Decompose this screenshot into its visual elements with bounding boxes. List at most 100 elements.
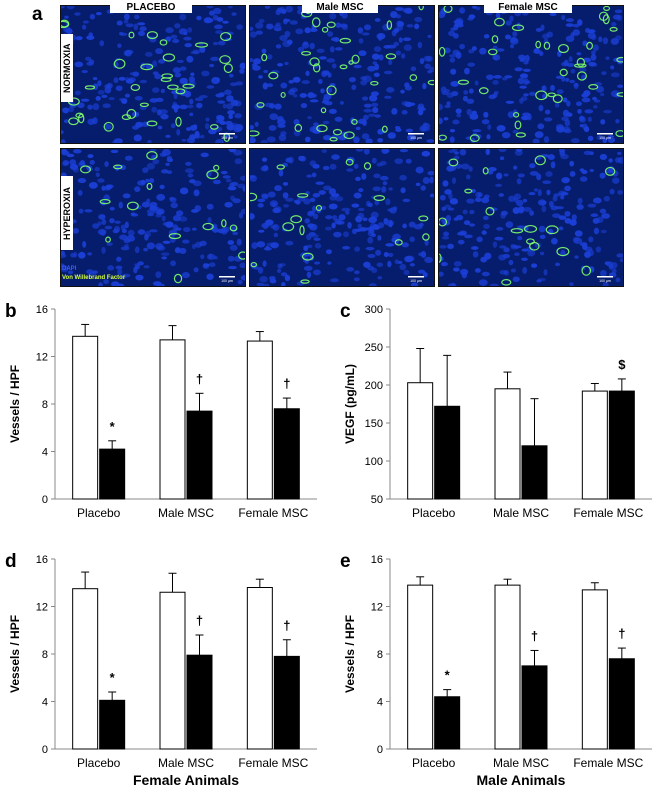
x-category-label: Female MSC — [573, 756, 643, 770]
y-axis-label: Vessels / HPF — [343, 615, 357, 693]
micrograph-hyperoxia-male-msc: 100 µm — [249, 148, 435, 287]
scale-bar-label: 100 µm — [410, 279, 422, 283]
significance-marker: * — [110, 670, 116, 685]
significance-marker: † — [618, 626, 625, 641]
y-tick-label: 100 — [365, 456, 383, 468]
bar-d-0-1 — [99, 699, 126, 750]
scale-bar-label: 100 µm — [410, 136, 422, 140]
significance-marker: † — [283, 618, 290, 633]
y-tick-label: 200 — [365, 380, 383, 392]
significance-marker: † — [196, 613, 203, 628]
significance-marker: * — [445, 668, 451, 683]
chart-e: e 0 4 8 12 16 Vessels / HPF Placebo * Male MSC † Fe… — [340, 551, 652, 788]
bar-d-0-0 — [72, 588, 99, 750]
y-tick-label: 8 — [377, 649, 383, 661]
x-axis-label: Male Animals — [477, 772, 566, 788]
bar-c-2-0 — [581, 390, 608, 500]
y-tick-label: 16 — [36, 554, 48, 566]
bar-e-2-0 — [581, 589, 608, 750]
column-header-male-msc: Male MSC — [302, 2, 378, 13]
bar-e-1-0 — [494, 584, 521, 750]
significance-marker: † — [196, 371, 203, 386]
x-category-label: Placebo — [412, 756, 456, 770]
y-tick-label: 0 — [42, 494, 48, 506]
x-category-label: Male MSC — [158, 506, 214, 520]
y-tick-label: 150 — [365, 418, 383, 430]
chart-c: c 50 100 150 200 250 300 VEGF (pg/mL) Placebo Mal… — [340, 301, 652, 520]
x-category-label: Placebo — [77, 506, 121, 520]
x-axis-label: Female Animals — [133, 772, 239, 788]
y-tick-label: 8 — [42, 399, 48, 411]
bar-e-2-1 — [608, 658, 635, 750]
micrograph-hyperoxia-placebo: 100 µm — [60, 148, 246, 287]
y-tick-label: 0 — [42, 744, 48, 756]
bar-b-2-1 — [273, 408, 300, 500]
panel-letter-a: a — [32, 4, 43, 25]
row-label-hyperoxia: HYPEROXIA — [61, 176, 73, 250]
y-axis-label: Vessels / HPF — [8, 615, 22, 693]
y-tick-label: 50 — [371, 494, 383, 506]
column-header-placebo: PLACEBO — [110, 2, 192, 13]
y-tick-label: 16 — [36, 304, 48, 316]
bar-c-0-0 — [407, 382, 434, 500]
legend-von-willebrand-factor: Von Willebrand Factor — [62, 275, 126, 281]
bar-c-1-0 — [494, 388, 521, 500]
x-category-label: Male MSC — [493, 506, 549, 520]
micrograph-normoxia-placebo: 100 µm — [60, 5, 246, 144]
bar-b-0-1 — [99, 448, 126, 500]
scale-bar-label: 100 µm — [599, 279, 611, 283]
bar-e-0-0 — [407, 584, 434, 750]
micrograph-normoxia-female-msc: 100 µm — [438, 5, 624, 144]
y-tick-label: 250 — [365, 342, 383, 354]
x-category-label: Female MSC — [238, 506, 308, 520]
bar-e-0-1 — [434, 696, 461, 750]
significance-marker: $ — [618, 357, 626, 372]
bar-b-1-0 — [159, 339, 186, 500]
row-label-normoxia: NORMOXIA — [61, 34, 73, 102]
bar-c-0-1 — [434, 405, 461, 500]
bar-c-2-1 — [608, 390, 635, 500]
y-tick-label: 12 — [36, 352, 48, 364]
bar-b-0-0 — [72, 335, 99, 500]
significance-marker: † — [283, 376, 290, 391]
legend-dapi: DAPI — [62, 266, 77, 272]
y-tick-label: 4 — [42, 447, 48, 459]
scale-bar-label: 100 µm — [221, 136, 233, 140]
panel-letter-b: b — [5, 301, 17, 322]
y-tick-label: 12 — [36, 602, 48, 614]
scale-bar-label: 100 µm — [221, 279, 233, 283]
bar-c-1-1 — [521, 445, 548, 500]
chart-b: b 0 4 8 12 16 Vessels / HPF Placebo * Male MSC † Fe… — [5, 301, 317, 520]
panel-letter-e: e — [340, 551, 351, 572]
x-category-label: Male MSC — [493, 756, 549, 770]
scale-bar-label: 100 µm — [599, 136, 611, 140]
y-tick-label: 4 — [377, 697, 383, 709]
x-category-label: Male MSC — [158, 756, 214, 770]
bar-b-1-1 — [186, 410, 213, 500]
panel-letter-c: c — [340, 301, 351, 322]
significance-marker: * — [110, 419, 116, 434]
y-tick-label: 12 — [371, 602, 383, 614]
y-tick-label: 300 — [365, 304, 383, 316]
panel-letter-d: d — [5, 551, 17, 572]
micrograph-normoxia-male-msc: 100 µm — [249, 5, 435, 144]
y-tick-label: 8 — [42, 649, 48, 661]
y-axis-label: VEGF (pg/mL) — [343, 364, 357, 444]
y-tick-label: 4 — [42, 697, 48, 709]
x-category-label: Female MSC — [238, 756, 308, 770]
x-category-label: Female MSC — [573, 506, 643, 520]
bar-b-2-0 — [246, 340, 273, 500]
bar-d-1-1 — [186, 654, 213, 750]
micrograph-hyperoxia-female-msc: 100 µm — [438, 148, 624, 287]
column-header-female-msc: Female MSC — [484, 2, 572, 13]
x-category-label: Placebo — [412, 506, 456, 520]
bar-e-1-1 — [521, 665, 548, 750]
significance-marker: † — [531, 628, 538, 643]
chart-d: d 0 4 8 12 16 Vessels / HPF Placebo * Male MSC † Fe… — [5, 551, 317, 788]
y-axis-label: Vessels / HPF — [8, 365, 22, 443]
x-category-label: Placebo — [77, 756, 121, 770]
bar-d-1-0 — [159, 591, 186, 750]
bar-d-2-1 — [273, 655, 300, 750]
bar-d-2-0 — [246, 587, 273, 750]
y-tick-label: 16 — [371, 554, 383, 566]
